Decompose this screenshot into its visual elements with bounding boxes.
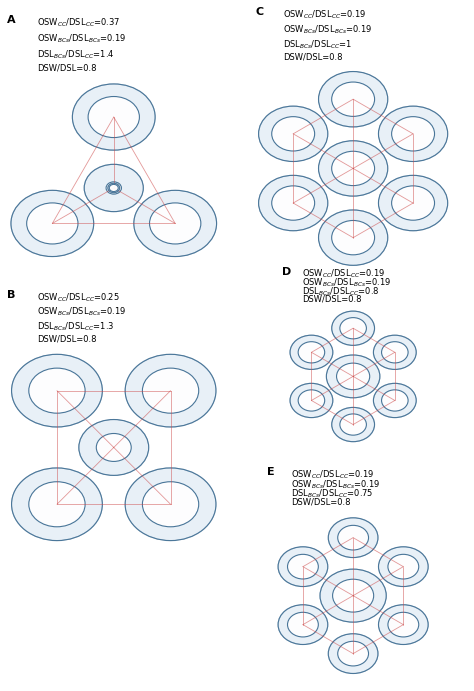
Text: OSW$_{BCs}$/DSL$_{BCs}$=0.19: OSW$_{BCs}$/DSL$_{BCs}$=0.19 bbox=[37, 305, 127, 318]
Ellipse shape bbox=[259, 176, 328, 231]
Ellipse shape bbox=[319, 72, 388, 127]
Ellipse shape bbox=[290, 335, 333, 370]
Ellipse shape bbox=[125, 354, 216, 427]
Text: DSL$_{BCs}$/DSL$_{CC}$=0.75: DSL$_{BCs}$/DSL$_{CC}$=0.75 bbox=[292, 488, 374, 500]
Ellipse shape bbox=[88, 97, 139, 138]
Text: B: B bbox=[7, 290, 15, 300]
Ellipse shape bbox=[340, 318, 366, 339]
Text: DSW/DSL=0.8: DSW/DSL=0.8 bbox=[302, 295, 362, 304]
Ellipse shape bbox=[332, 311, 374, 346]
Text: OSW$_{BCs}$/DSL$_{BCs}$=0.19: OSW$_{BCs}$/DSL$_{BCs}$=0.19 bbox=[302, 276, 392, 289]
Ellipse shape bbox=[96, 433, 131, 462]
Ellipse shape bbox=[319, 210, 388, 265]
Ellipse shape bbox=[142, 368, 199, 413]
Ellipse shape bbox=[272, 117, 315, 151]
Ellipse shape bbox=[378, 106, 447, 162]
Ellipse shape bbox=[378, 176, 447, 231]
Text: OSW$_{BCs}$/DSL$_{BCs}$=0.19: OSW$_{BCs}$/DSL$_{BCs}$=0.19 bbox=[283, 23, 373, 35]
Ellipse shape bbox=[108, 183, 119, 193]
Ellipse shape bbox=[272, 186, 315, 220]
Ellipse shape bbox=[11, 190, 94, 256]
Ellipse shape bbox=[29, 482, 85, 527]
Text: DSW/DSL=0.8: DSW/DSL=0.8 bbox=[37, 335, 97, 344]
Ellipse shape bbox=[278, 547, 328, 587]
Text: DSL$_{BCs}$/DSL$_{CC}$=1.3: DSL$_{BCs}$/DSL$_{CC}$=1.3 bbox=[37, 320, 115, 333]
Ellipse shape bbox=[298, 390, 325, 411]
Text: E: E bbox=[266, 467, 274, 477]
Ellipse shape bbox=[11, 354, 102, 427]
Text: DSL$_{BCs}$/DSL$_{CC}$=1: DSL$_{BCs}$/DSL$_{CC}$=1 bbox=[283, 38, 353, 50]
Ellipse shape bbox=[259, 106, 328, 162]
Ellipse shape bbox=[288, 612, 319, 637]
Ellipse shape bbox=[125, 468, 216, 540]
Ellipse shape bbox=[319, 141, 388, 196]
Text: OSW$_{BCs}$/DSL$_{BCs}$=0.19: OSW$_{BCs}$/DSL$_{BCs}$=0.19 bbox=[37, 32, 127, 45]
Text: DSW/DSL=0.8: DSW/DSL=0.8 bbox=[37, 64, 97, 73]
Text: DSW/DSL=0.8: DSW/DSL=0.8 bbox=[283, 53, 343, 62]
Ellipse shape bbox=[142, 482, 199, 527]
Text: DSL$_{BCs}$/DSL$_{CC}$=0.8: DSL$_{BCs}$/DSL$_{CC}$=0.8 bbox=[302, 286, 380, 299]
Ellipse shape bbox=[332, 408, 374, 442]
Ellipse shape bbox=[84, 164, 143, 211]
Ellipse shape bbox=[382, 341, 408, 363]
Ellipse shape bbox=[374, 384, 416, 417]
Ellipse shape bbox=[328, 518, 378, 558]
Ellipse shape bbox=[106, 182, 121, 194]
Ellipse shape bbox=[134, 190, 217, 256]
Ellipse shape bbox=[382, 390, 408, 411]
Text: A: A bbox=[7, 15, 16, 25]
Ellipse shape bbox=[327, 355, 380, 398]
Ellipse shape bbox=[149, 203, 201, 244]
Ellipse shape bbox=[392, 117, 435, 151]
Ellipse shape bbox=[79, 419, 149, 475]
Ellipse shape bbox=[340, 414, 366, 435]
Ellipse shape bbox=[392, 186, 435, 220]
Text: OSW$_{CC}$/DSL$_{CC}$=0.19: OSW$_{CC}$/DSL$_{CC}$=0.19 bbox=[283, 8, 367, 21]
Text: OSW$_{CC}$/DSL$_{CC}$=0.19: OSW$_{CC}$/DSL$_{CC}$=0.19 bbox=[302, 267, 386, 280]
Ellipse shape bbox=[27, 203, 78, 244]
Ellipse shape bbox=[338, 525, 368, 550]
Ellipse shape bbox=[379, 605, 428, 645]
Text: DSW/DSL=0.8: DSW/DSL=0.8 bbox=[292, 498, 351, 507]
Ellipse shape bbox=[288, 554, 319, 579]
Ellipse shape bbox=[332, 151, 374, 186]
Ellipse shape bbox=[109, 184, 118, 191]
Text: OSW$_{BCs}$/DSL$_{BCs}$=0.19: OSW$_{BCs}$/DSL$_{BCs}$=0.19 bbox=[292, 478, 381, 491]
Ellipse shape bbox=[338, 641, 368, 666]
Text: C: C bbox=[255, 7, 264, 17]
Ellipse shape bbox=[333, 579, 374, 612]
Ellipse shape bbox=[337, 363, 370, 390]
Ellipse shape bbox=[29, 368, 85, 413]
Ellipse shape bbox=[332, 82, 374, 116]
Text: OSW$_{CC}$/DSL$_{CC}$=0.25: OSW$_{CC}$/DSL$_{CC}$=0.25 bbox=[37, 291, 120, 303]
Text: DSL$_{BCs}$/DSL$_{CC}$=1.4: DSL$_{BCs}$/DSL$_{CC}$=1.4 bbox=[37, 48, 115, 61]
Ellipse shape bbox=[298, 341, 325, 363]
Ellipse shape bbox=[320, 569, 386, 622]
Ellipse shape bbox=[374, 335, 416, 370]
Text: D: D bbox=[282, 267, 292, 276]
Ellipse shape bbox=[278, 605, 328, 645]
Ellipse shape bbox=[388, 554, 419, 579]
Ellipse shape bbox=[11, 468, 102, 540]
Ellipse shape bbox=[290, 384, 333, 417]
Ellipse shape bbox=[388, 612, 419, 637]
Text: OSW$_{CC}$/DSL$_{CC}$=0.19: OSW$_{CC}$/DSL$_{CC}$=0.19 bbox=[292, 468, 375, 481]
Ellipse shape bbox=[73, 84, 155, 150]
Ellipse shape bbox=[379, 547, 428, 587]
Ellipse shape bbox=[328, 634, 378, 674]
Text: OSW$_{CC}$/DSL$_{CC}$=0.37: OSW$_{CC}$/DSL$_{CC}$=0.37 bbox=[37, 17, 121, 29]
Ellipse shape bbox=[332, 220, 374, 255]
